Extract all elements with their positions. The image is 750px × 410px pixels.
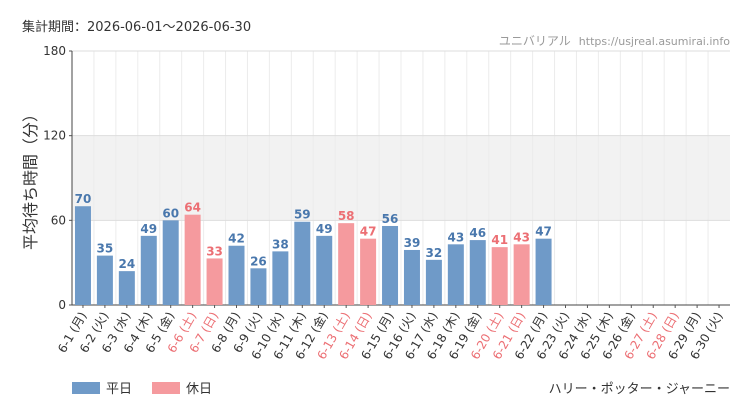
- bar: [272, 251, 289, 305]
- bar-value-label: 70: [75, 192, 92, 206]
- legend-label-holiday: 休日: [186, 382, 213, 397]
- bar: [447, 244, 464, 305]
- bar-value-label: 43: [447, 230, 464, 244]
- y-tick-label: 0: [58, 298, 66, 312]
- bar: [491, 247, 508, 305]
- bar: [535, 238, 552, 305]
- bar-value-label: 43: [513, 230, 530, 244]
- bar: [403, 249, 420, 305]
- bar: [360, 238, 377, 305]
- source-url[interactable]: https://usjreal.asumirai.info: [578, 35, 730, 48]
- bar: [96, 255, 113, 305]
- bar: [74, 206, 91, 305]
- bar-value-label: 32: [426, 246, 443, 260]
- bar-value-label: 58: [338, 209, 355, 223]
- bar-value-label: 47: [535, 225, 552, 239]
- bar-value-label: 47: [360, 225, 377, 239]
- bar: [316, 235, 333, 305]
- bar-value-label: 49: [140, 222, 157, 236]
- source-name: ユニバリアル: [498, 34, 571, 48]
- bar-value-label: 33: [206, 244, 223, 258]
- bar-value-label: 39: [404, 236, 421, 250]
- bar: [382, 225, 399, 305]
- bar: [338, 223, 355, 305]
- bar-value-label: 42: [228, 232, 245, 246]
- legend-item-holiday[interactable]: 休日: [152, 378, 212, 397]
- bar-value-label: 38: [272, 237, 289, 251]
- bar-value-label: 56: [382, 212, 399, 226]
- bar-value-label: 60: [162, 206, 179, 220]
- bar-value-label: 49: [316, 222, 333, 236]
- bar: [140, 235, 157, 305]
- bar-value-label: 26: [250, 254, 267, 268]
- collection-period: 集計期間：2026-06-01～2026-06-30: [22, 20, 252, 35]
- bar: [206, 258, 223, 305]
- bar-value-label: 41: [491, 233, 508, 247]
- y-tick-label: 60: [51, 213, 66, 227]
- bar: [162, 220, 179, 305]
- y-tick-label: 120: [43, 129, 66, 143]
- bar: [294, 221, 311, 305]
- y-tick-label: 180: [43, 44, 66, 58]
- bar: [250, 268, 267, 305]
- bar: [425, 259, 442, 305]
- bar: [513, 244, 530, 305]
- bar-value-label: 35: [97, 242, 114, 256]
- legend-label-weekday: 平日: [106, 382, 133, 397]
- bar: [469, 240, 486, 305]
- legend-swatch-weekday: [72, 381, 100, 394]
- source-credit[interactable]: ユニバリアル https://usjreal.asumirai.info: [499, 32, 730, 49]
- chart-legend: 平日 休日: [72, 378, 232, 397]
- bar: [118, 271, 135, 305]
- bar-value-label: 46: [469, 226, 486, 240]
- attraction-name: ハリー・ポッター・ジャーニー: [548, 382, 730, 397]
- bar: [184, 214, 201, 305]
- bar: [228, 245, 245, 305]
- bar-value-label: 59: [294, 208, 311, 222]
- legend-item-weekday[interactable]: 平日: [72, 378, 132, 397]
- bar-value-label: 24: [118, 257, 135, 271]
- y-axis-title: 平均待ち時間（分）: [21, 106, 40, 250]
- legend-swatch-holiday: [152, 381, 181, 394]
- bar-value-label: 64: [184, 201, 201, 215]
